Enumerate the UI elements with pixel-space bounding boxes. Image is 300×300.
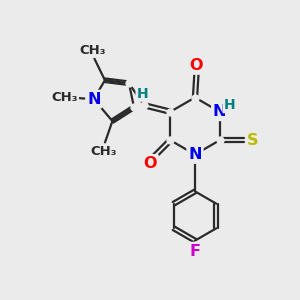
Text: CH₃: CH₃ xyxy=(90,145,117,158)
Text: H: H xyxy=(224,98,235,112)
Text: N: N xyxy=(87,92,101,106)
Text: O: O xyxy=(190,58,203,73)
Text: F: F xyxy=(190,244,200,259)
Text: S: S xyxy=(247,133,258,148)
Text: O: O xyxy=(143,156,157,171)
Text: CH₃: CH₃ xyxy=(80,44,106,57)
Text: H: H xyxy=(136,87,148,101)
Text: CH₃: CH₃ xyxy=(52,91,78,104)
Text: N: N xyxy=(188,147,202,162)
Text: N: N xyxy=(213,104,226,119)
